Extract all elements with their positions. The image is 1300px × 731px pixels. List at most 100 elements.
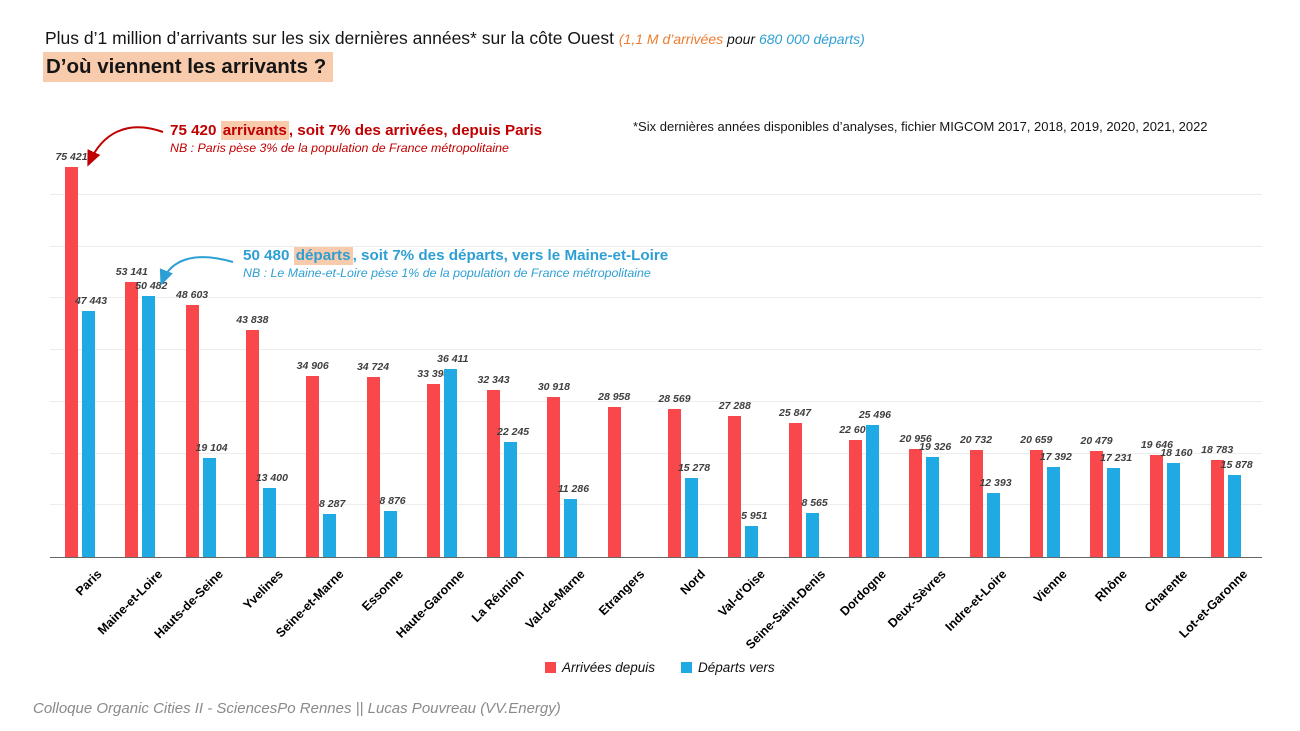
category-label-Nord: Nord bbox=[677, 567, 708, 598]
bar-arrivals-Haute-Garonne bbox=[426, 384, 440, 557]
value-label-departures: 19 104 bbox=[195, 442, 228, 455]
category-label-Rhône: Rhône bbox=[1092, 567, 1131, 605]
value-label-departures: 12 393 bbox=[979, 476, 1012, 489]
chart-legend: Arrivées depuis Départs vers bbox=[545, 660, 775, 675]
bar-arrivals-Deux-Sèvres bbox=[909, 448, 923, 557]
legend-label-departures: Départs vers bbox=[698, 660, 775, 675]
bar-departures-Hauts-de-Seine bbox=[202, 458, 216, 557]
value-label-arrivals: 28 958 bbox=[598, 391, 631, 404]
value-label-departures: 15 878 bbox=[1220, 458, 1253, 471]
category-label-Essonne: Essonne bbox=[359, 567, 407, 614]
value-label-arrivals: 75 421 bbox=[55, 150, 88, 163]
bar-arrivals-Dordogne bbox=[848, 440, 862, 557]
bar-departures-Rhône bbox=[1107, 467, 1121, 557]
value-label-arrivals: 32 343 bbox=[477, 373, 510, 386]
title-main-text: Plus d’1 million d’arrivants sur les six… bbox=[45, 28, 619, 48]
gridline bbox=[50, 400, 1262, 402]
value-label-arrivals: 18 783 bbox=[1201, 443, 1234, 456]
value-label-arrivals: 20 732 bbox=[959, 433, 993, 446]
bar-arrivals-Charente bbox=[1150, 455, 1164, 557]
bar-arrivals-Paris bbox=[65, 166, 78, 557]
bar-arrivals-Lot-et-Garonne bbox=[1210, 459, 1224, 557]
annotation-departures-nb: NB : Le Maine-et-Loire pèse 1% de la pop… bbox=[243, 266, 651, 280]
value-label-arrivals: 20 659 bbox=[1020, 434, 1053, 447]
value-label-arrivals: 25 847 bbox=[779, 407, 812, 420]
page-subtitle: D’où viennent les arrivants ? bbox=[43, 52, 334, 82]
bar-departures-Vienne bbox=[1046, 467, 1060, 557]
footnote-migcom: *Six dernières années disponibles d’anal… bbox=[633, 119, 1208, 134]
value-label-arrivals: 34 906 bbox=[296, 360, 329, 373]
bar-departures-Nord bbox=[685, 477, 698, 557]
bar-departures-Charente bbox=[1167, 463, 1181, 557]
page-title: Plus d’1 million d’arrivants sur les six… bbox=[45, 28, 865, 49]
gridline bbox=[50, 297, 1262, 299]
bar-departures-La Réunion bbox=[504, 441, 518, 557]
bar-arrivals-Vienne bbox=[1029, 450, 1043, 557]
value-label-departures: 8 876 bbox=[379, 495, 406, 508]
bar-departures-Seine-et-Marne bbox=[323, 514, 337, 557]
value-label-departures: 11 286 bbox=[557, 482, 590, 495]
bar-arrivals-Hauts-de-Seine bbox=[185, 305, 199, 557]
legend-label-arrivals: Arrivées depuis bbox=[562, 660, 656, 675]
value-label-arrivals: 19 646 bbox=[1140, 439, 1173, 452]
annotation-departures: 50 480 départs, soit 7% des départs, ver… bbox=[243, 246, 669, 280]
bar-departures-Dordogne bbox=[865, 425, 879, 557]
value-label-arrivals: 20 479 bbox=[1080, 435, 1113, 448]
category-label-Dordogne: Dordogne bbox=[837, 567, 889, 619]
value-label-departures: 5 951 bbox=[741, 510, 768, 523]
category-label-Charente: Charente bbox=[1142, 567, 1191, 616]
bar-arrivals-Nord bbox=[668, 409, 681, 557]
value-label-arrivals: 22 609 bbox=[839, 424, 872, 436]
bar-departures-Seine-Saint-Denis bbox=[805, 512, 819, 557]
category-label-Paris: Paris bbox=[73, 567, 105, 599]
bar-arrivals-Val-d'Oise bbox=[728, 415, 742, 557]
legend-swatch-red-icon bbox=[545, 662, 556, 673]
value-label-departures: 25 496 bbox=[858, 409, 891, 422]
annotation-departures-headline: 50 480 départs, soit 7% des départs, ver… bbox=[243, 246, 669, 265]
title-departures-figure: 680 000 départs) bbox=[758, 31, 865, 47]
category-label-Deux-Sèvres: Deux-Sèvres bbox=[885, 567, 950, 631]
value-label-departures: 18 160 bbox=[1160, 447, 1193, 460]
value-label-departures: 8 565 bbox=[801, 496, 828, 509]
annotation-arrivals-nb: NB : Paris pèse 3% de la population de F… bbox=[170, 141, 509, 155]
bar-arrivals-Indre-et-Loire bbox=[969, 449, 983, 557]
category-label-La Réunion: La Réunion bbox=[468, 567, 528, 626]
bar-departures-Lot-et-Garonne bbox=[1227, 474, 1241, 557]
gridline bbox=[50, 245, 1262, 247]
bar-departures-Val-de-Marne bbox=[564, 498, 578, 557]
value-label-departures: 17 392 bbox=[1039, 451, 1072, 463]
category-label-Val-d'Oise: Val-d'Oise bbox=[715, 567, 769, 620]
bar-arrivals-Seine-Saint-Denis bbox=[788, 423, 802, 557]
subtitle-highlight: D’où viennent les arrivants ? bbox=[43, 52, 334, 82]
category-label-Yvelines: Yvelines bbox=[240, 567, 286, 613]
bar-departures-Essonne bbox=[383, 511, 397, 557]
title-arrivals-figure: (1,1 M d’arrivées bbox=[618, 31, 724, 47]
value-label-departures: 8 287 bbox=[319, 498, 346, 511]
gridline bbox=[50, 452, 1262, 454]
bar-arrivals-Essonne bbox=[366, 377, 380, 557]
value-label-arrivals: 43 838 bbox=[236, 314, 269, 327]
bar-arrivals-Maine-et-Loire bbox=[125, 282, 139, 557]
bar-departures-Val-d'Oise bbox=[745, 526, 759, 557]
bar-arrivals-Etrangers bbox=[607, 407, 621, 557]
category-label-Val-de-Marne: Val-de-Marne bbox=[522, 567, 588, 632]
value-label-arrivals: 48 603 bbox=[176, 289, 209, 302]
bar-arrivals-Seine-et-Marne bbox=[306, 376, 320, 557]
bar-departures-Paris bbox=[82, 311, 95, 557]
bar-departures-Maine-et-Loire bbox=[142, 295, 156, 557]
bar-chart-plot-area: 75 421 47 443 Paris 53 141 50 482 Maine-et-Lo… bbox=[50, 143, 1262, 652]
legend-item-departures: Départs vers bbox=[681, 660, 775, 675]
value-label-arrivals: 30 918 bbox=[537, 381, 570, 393]
value-label-departures: 15 278 bbox=[677, 461, 711, 474]
legend-swatch-blue-icon bbox=[681, 662, 693, 673]
annotation-arrivals-headline: 75 420 arrivants, soit 7% des arrivées, … bbox=[170, 121, 543, 140]
value-label-departures: 17 231 bbox=[1100, 451, 1133, 464]
value-label-arrivals: 28 569 bbox=[658, 393, 691, 406]
bar-departures-Indre-et-Loire bbox=[986, 492, 1000, 557]
annotation-arrivals: 75 420 arrivants, soit 7% des arrivées, … bbox=[170, 121, 543, 155]
bar-arrivals-Rhône bbox=[1090, 451, 1104, 557]
value-label-arrivals: 20 956 bbox=[899, 432, 932, 445]
bar-arrivals-Val-de-Marne bbox=[547, 397, 561, 557]
category-label-Indre-et-Loire: Indre-et-Loire bbox=[942, 567, 1010, 634]
bar-arrivals-Yvelines bbox=[245, 330, 259, 557]
